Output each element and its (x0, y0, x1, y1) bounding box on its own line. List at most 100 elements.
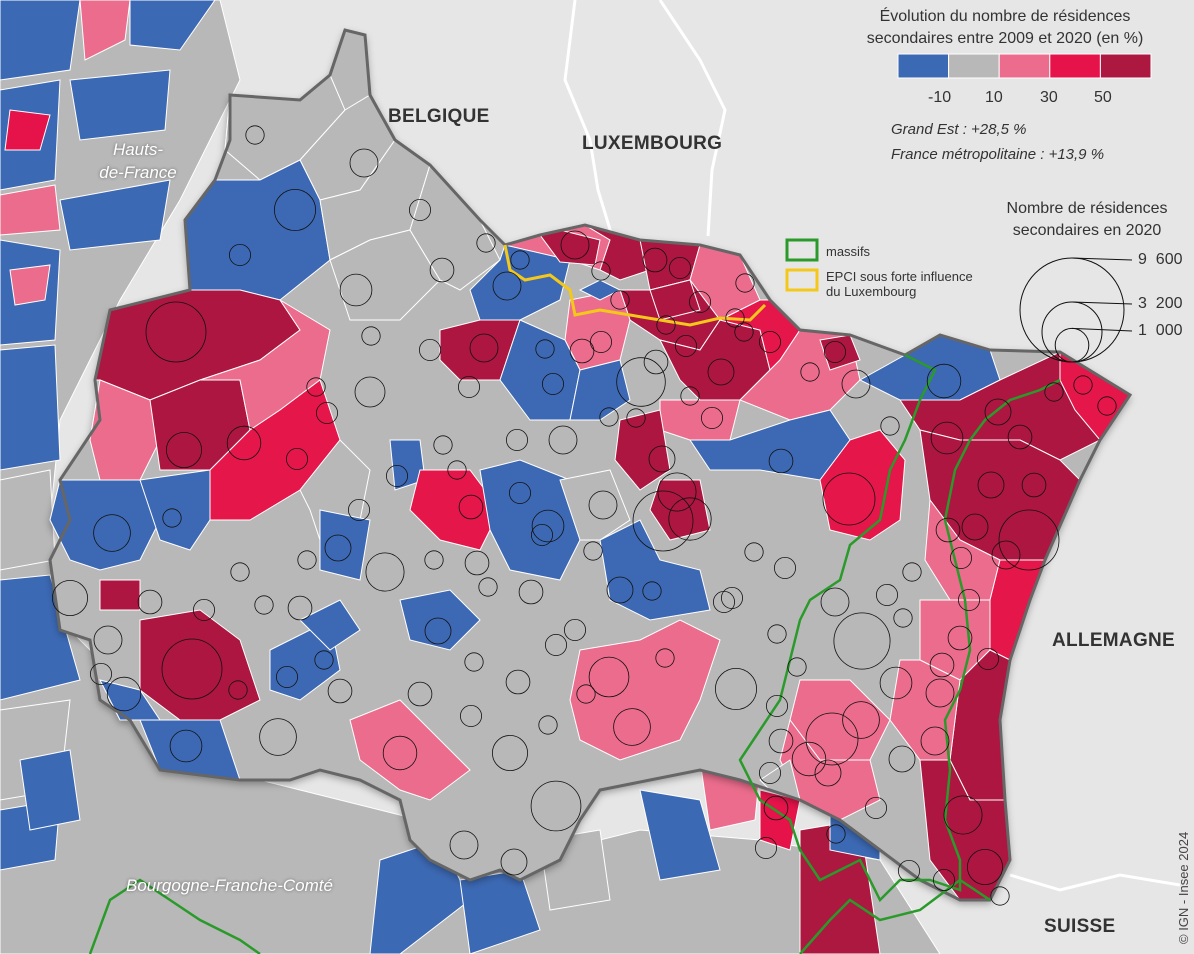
circle-85 (947, 625, 973, 651)
legend-class-swatch-5 (1099, 53, 1152, 79)
circle-58 (616, 357, 666, 407)
circle-102 (826, 824, 846, 844)
circle-91 (833, 612, 891, 670)
circle-6 (429, 257, 455, 283)
circle-88 (925, 678, 955, 708)
circle-36 (655, 648, 675, 668)
circle-7 (339, 273, 373, 307)
epci-51 (599, 519, 711, 621)
circle-96 (814, 759, 842, 787)
legend-class-swatch-4 (1049, 53, 1101, 79)
legend-circle-tick-3 (1071, 327, 1133, 332)
circle-145 (459, 705, 482, 728)
circle-144 (538, 715, 558, 735)
colour-legend-title: Évolution du nombre de résidences second… (820, 6, 1190, 50)
circle-81 (961, 513, 989, 541)
circle-140 (478, 577, 498, 597)
circle-115 (721, 587, 744, 610)
circle-57 (590, 330, 613, 353)
circle-45 (424, 617, 452, 645)
circle-59 (648, 445, 676, 473)
epci-43 (49, 479, 161, 571)
circle-108 (990, 886, 1010, 906)
country-label-switzerland: SUISSE (1044, 916, 1116, 937)
circle-62 (701, 406, 724, 429)
region-label-hauts-de-france: Hauts- de-France (88, 138, 188, 184)
legend-break-2: 10 (985, 89, 1003, 106)
circle-107 (933, 869, 956, 892)
circle-78 (977, 471, 1005, 499)
circle-160 (447, 460, 467, 480)
circle-103 (865, 797, 888, 820)
circle-22 (161, 638, 223, 700)
epci-swatch (785, 268, 819, 292)
circle-109 (893, 608, 913, 628)
circle-86 (929, 652, 955, 678)
circle-30 (588, 490, 618, 520)
colour-legend-title-line2: secondaires entre 2009 et 2020 (en %) (866, 30, 1144, 47)
circle-148 (275, 666, 298, 689)
circle-142 (505, 669, 531, 695)
circle-legend-title-line1: Nombre de résidences (1006, 200, 1168, 217)
circle-158 (385, 464, 408, 487)
circle-128 (675, 334, 698, 357)
france-commune-2 (79, 0, 131, 61)
circle-105 (943, 795, 983, 835)
region-label-hdf-line1: Hauts- (112, 140, 164, 159)
circle-67 (759, 330, 782, 353)
circle-47 (347, 498, 370, 521)
epci-46 (319, 509, 371, 581)
france-commune-8 (59, 179, 171, 251)
circle-33 (564, 619, 587, 642)
circle-legend-title-line2: secondaires en 2020 (1012, 222, 1162, 239)
circle-63 (707, 358, 735, 386)
circle-139 (518, 579, 544, 605)
circle-37 (588, 656, 630, 698)
epci-19 (659, 399, 741, 441)
circle-legend-title: Nombre de résidences secondaires en 2020 (960, 198, 1194, 242)
circle-131 (680, 386, 700, 406)
circle-44 (314, 650, 334, 670)
circle-14 (145, 301, 207, 363)
circle-152 (192, 599, 215, 622)
circle-2 (273, 188, 316, 231)
region-label-hdf-line2: de-France (99, 163, 177, 182)
circle-141 (545, 634, 568, 657)
circle-27 (491, 735, 528, 772)
grand-est-stat: Grand Est : +28,5 % (891, 121, 1027, 138)
circle-117 (787, 657, 807, 677)
circle-129 (643, 349, 669, 375)
circle-123 (669, 256, 692, 279)
france-commune-5 (4, 109, 51, 151)
circle-134 (510, 250, 530, 270)
circle-49 (458, 494, 484, 520)
circle-64 (768, 448, 794, 474)
circle-48 (433, 435, 453, 455)
epci-label-line2: du Luxembourg (826, 284, 917, 299)
epci-57 (399, 589, 481, 651)
circle-17 (285, 447, 308, 470)
circle-87 (977, 648, 1000, 671)
france-commune-6 (69, 69, 171, 141)
circle-16 (226, 425, 262, 461)
legend-graphics (785, 53, 1152, 363)
circle-137 (508, 481, 531, 504)
epci-41 (199, 299, 331, 431)
circle-76 (1007, 424, 1033, 450)
circle-136 (531, 524, 554, 547)
circle-127 (734, 322, 754, 342)
circle-32 (606, 576, 634, 604)
epci-60 (569, 619, 721, 761)
circle-74 (1073, 375, 1093, 395)
epci-label: EPCI sous forte influence du Luxembourg (826, 269, 973, 299)
epci-52 (99, 579, 141, 611)
epci-49 (479, 459, 581, 581)
proportional-circles-layer (52, 125, 1117, 906)
circle-156 (306, 377, 326, 397)
epci-label-line1: EPCI sous forte influence (826, 269, 973, 284)
massifs-swatch (785, 238, 819, 262)
copyright-notice: © IGN - Insee 2024 (1176, 831, 1191, 944)
circle-54 (492, 271, 522, 301)
